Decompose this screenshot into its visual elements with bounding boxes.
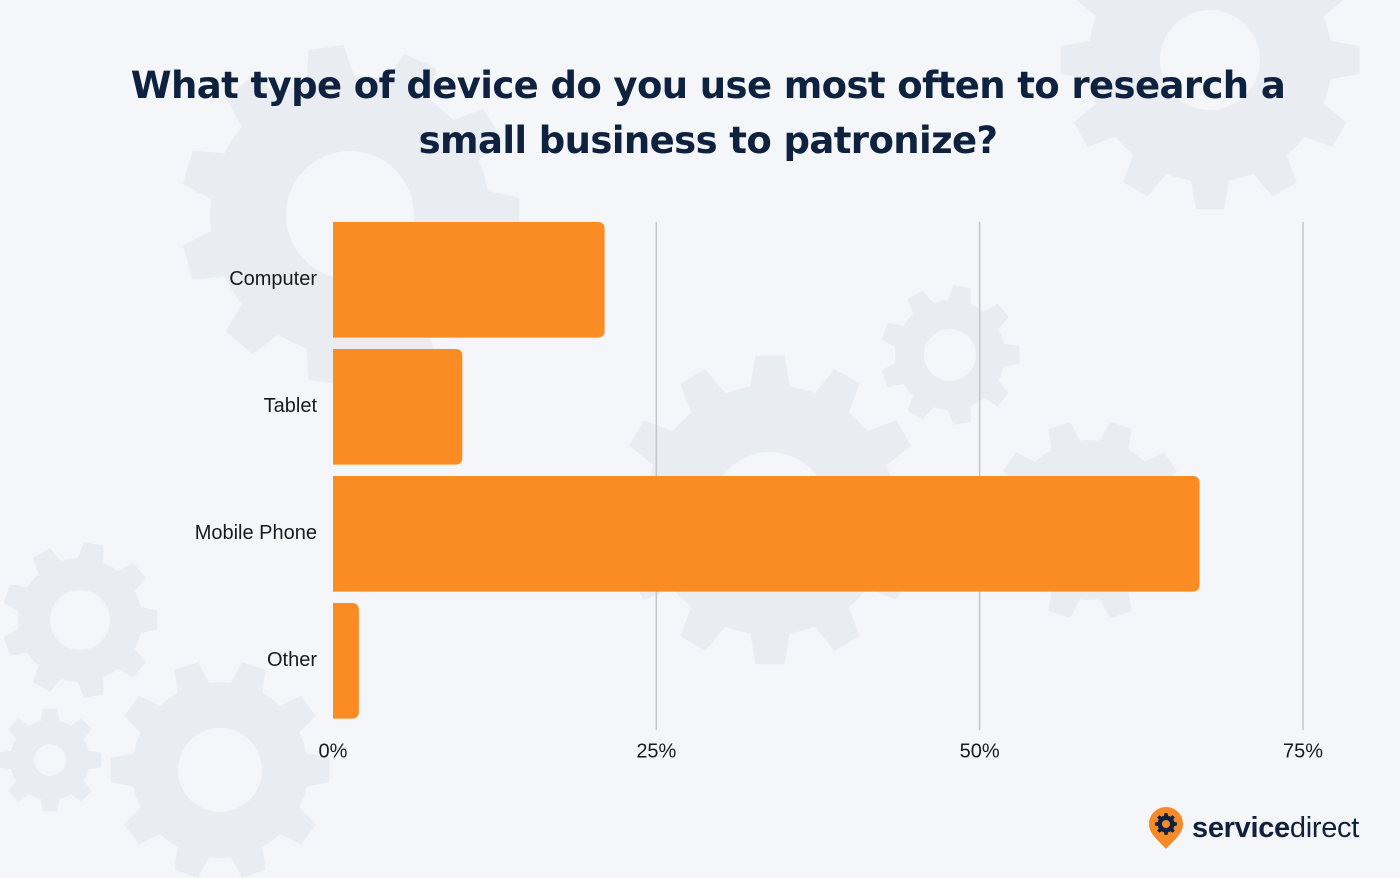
background-gear-hole [50,590,110,650]
chart-title: What type of device do you use most ofte… [130,64,1286,162]
category-label: Computer [229,268,317,290]
servicedirect-logo: servicedirect [1148,806,1359,850]
x-tick-label: 25% [636,740,676,762]
background-gear-hole [1160,10,1260,110]
logo-text-service: service [1192,812,1290,844]
bar-computer [333,222,605,338]
background-gear-hole [924,329,976,381]
gear-location-pin-icon [1149,807,1183,849]
x-tick-label: 0% [319,740,348,762]
category-label: Mobile Phone [195,522,317,544]
background-gear-hole [34,744,66,776]
x-tick-label: 50% [960,740,1000,762]
x-tick-label: 75% [1283,740,1323,762]
logo-text-direct: direct [1289,812,1360,844]
background-gear-hole [178,728,262,812]
category-label: Other [267,649,317,671]
bar-other [333,603,359,719]
logo-wordmark: servicedirect [1192,810,1359,846]
category-label: Tablet [264,395,318,417]
bar-tablet [333,349,463,465]
bar-mobile-phone [333,476,1200,592]
